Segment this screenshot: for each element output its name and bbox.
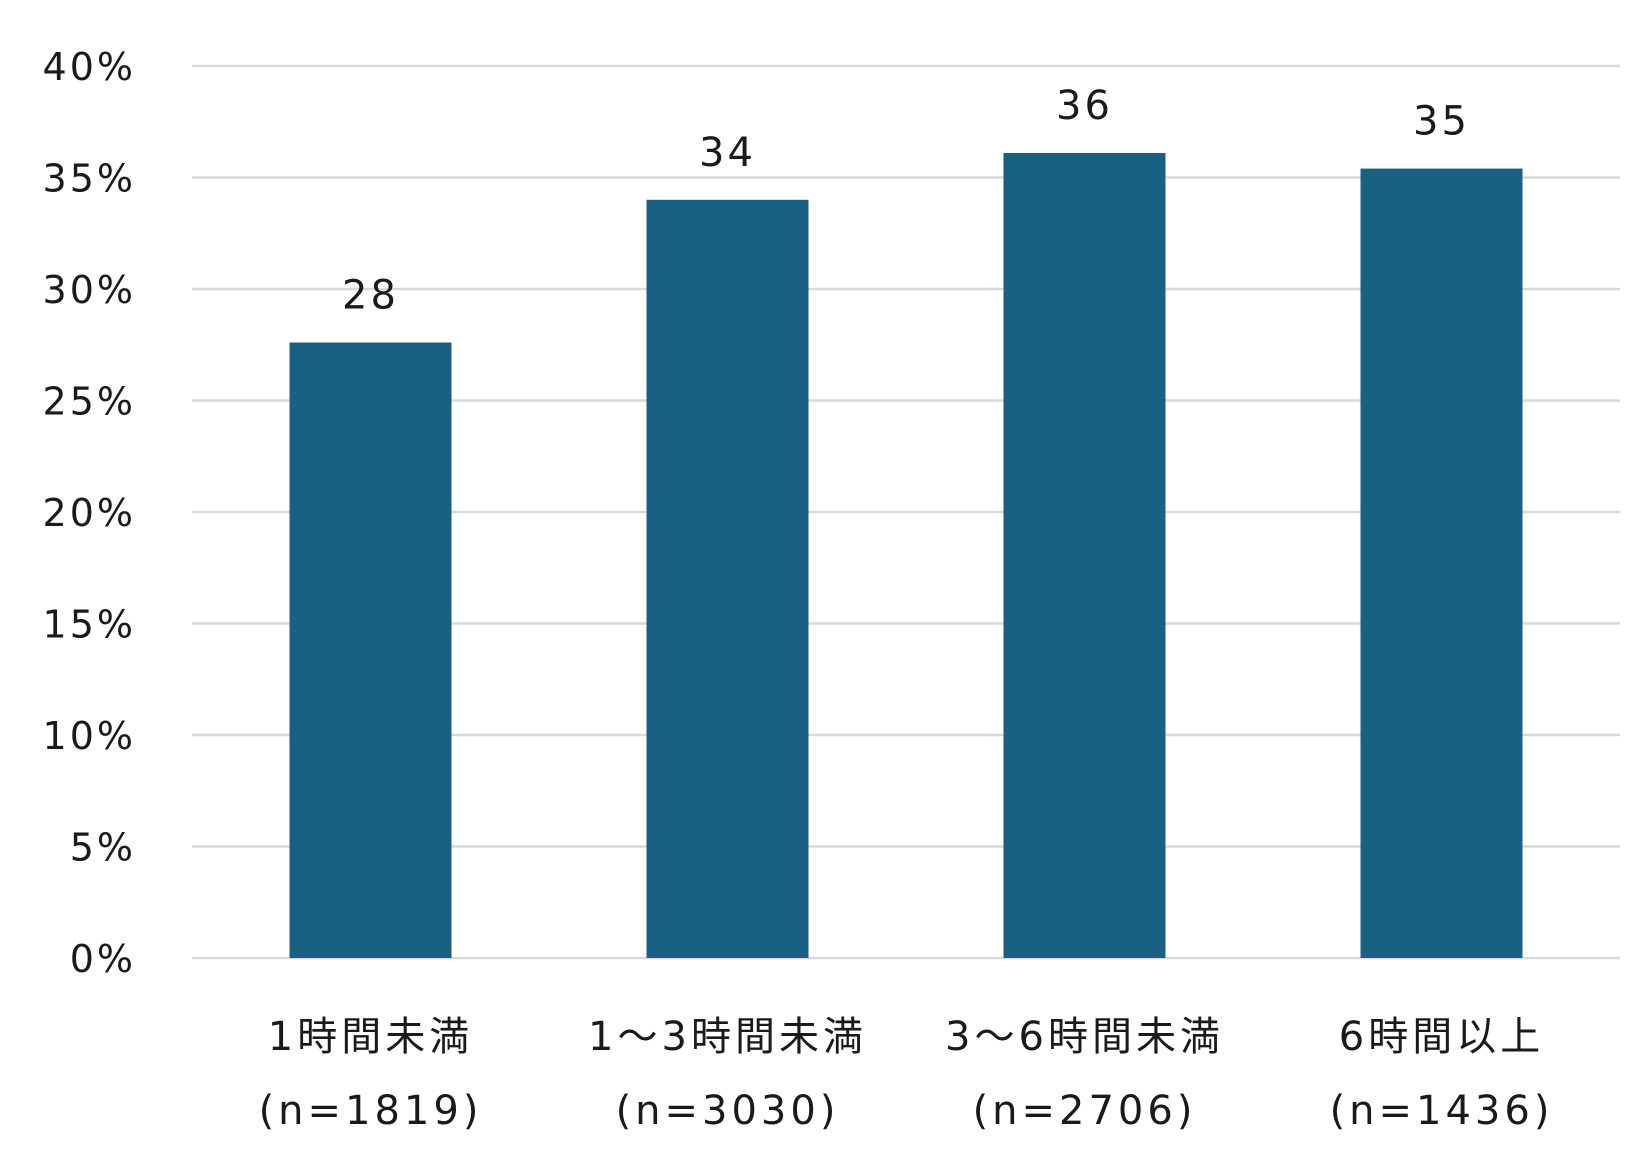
y-tick-label: 30% (43, 268, 136, 312)
data-label: 36 (1056, 83, 1113, 129)
y-tick-label: 15% (43, 603, 136, 647)
bar (1360, 168, 1523, 958)
data-label: 35 (1413, 99, 1470, 145)
y-tick-label: 20% (43, 491, 136, 535)
data-labels: 28 34 36 35 (342, 83, 1470, 319)
x-tick-label: (n=1819) (259, 1088, 483, 1134)
x-tick-label: 1時間未満 (268, 1014, 473, 1060)
data-label: 28 (342, 273, 399, 319)
y-tick-label: 0% (70, 937, 136, 981)
bar (646, 199, 809, 959)
x-tick-label: (n=1436) (1330, 1088, 1554, 1134)
y-tick-label: 10% (43, 714, 136, 758)
x-tick-label: 3〜6時間未満 (945, 1014, 1224, 1060)
bar (289, 342, 452, 958)
y-tick-label: 35% (43, 157, 136, 201)
x-axis-ticks: 1時間未満 (n=1819) 1〜3時間未満 (n=3030) 3〜6時間未満 (n=27… (259, 1014, 1554, 1134)
x-tick-label: (n=2706) (973, 1088, 1197, 1134)
y-tick-label: 25% (43, 380, 136, 424)
x-tick-label: (n=3030) (616, 1088, 840, 1134)
y-tick-label: 5% (70, 826, 136, 870)
data-label: 34 (699, 130, 756, 176)
x-tick-label: 6時間以上 (1339, 1014, 1544, 1060)
x-tick-label: 1〜3時間未満 (588, 1014, 867, 1060)
y-axis-ticks: 0% 5% 10% 15% 20% 25% 30% 35% 40% (43, 45, 136, 981)
bar (1003, 152, 1166, 959)
y-tick-label: 40% (43, 45, 136, 89)
bars (289, 152, 1523, 959)
